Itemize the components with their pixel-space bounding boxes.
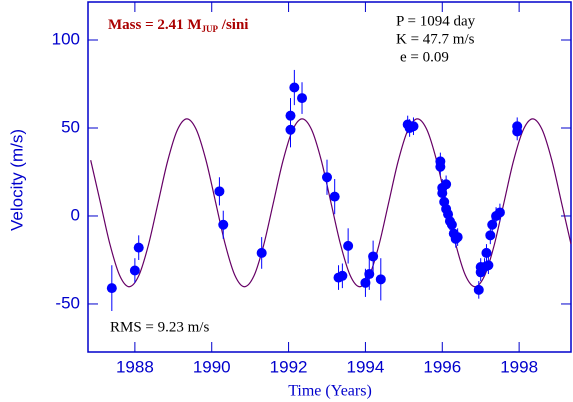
data-point: [329, 191, 340, 202]
data-point: [375, 274, 386, 285]
period-label: P = 1094 day: [396, 13, 476, 29]
x-tick-label: 1994: [347, 357, 385, 376]
data-point: [512, 126, 523, 137]
mass-suffix: /sini: [218, 17, 248, 33]
rms-label: RMS = 9.23 m/s: [110, 319, 209, 335]
data-point: [285, 124, 296, 135]
x-tick-label: 1988: [116, 357, 154, 376]
data-point: [494, 207, 505, 218]
data-point: [218, 219, 229, 230]
data-point: [106, 283, 117, 294]
y-axis-label: Velocity (m/s): [7, 129, 26, 231]
mass-subscript: JUP: [202, 24, 219, 34]
data-point: [473, 284, 484, 295]
data-point: [435, 161, 446, 172]
y-tick-label: 0: [71, 205, 80, 224]
data-point: [481, 247, 492, 258]
y-tick-label: 50: [61, 117, 80, 136]
data-point: [446, 219, 457, 230]
data-point: [452, 232, 463, 243]
x-tick-label: 1996: [423, 357, 461, 376]
data-point: [297, 93, 308, 104]
y-tick-label: -50: [55, 293, 80, 312]
plot-frame: [87, 1, 572, 353]
data-point: [485, 230, 496, 241]
data-point: [256, 247, 267, 258]
data-point: [487, 219, 498, 230]
data-point: [408, 121, 419, 132]
data-point: [214, 186, 225, 197]
data-point: [289, 82, 300, 93]
data-point: [368, 251, 379, 262]
mass-label: Mass = 2.41 MJUP /sini: [108, 17, 248, 34]
x-tick-label: 1990: [193, 357, 231, 376]
data-point: [364, 269, 375, 280]
data-point: [483, 260, 494, 271]
data-point: [360, 277, 371, 288]
x-axis-label: Time (Years): [288, 383, 372, 400]
amplitude-label: K = 47.7 m/s: [396, 31, 475, 47]
data-point: [437, 188, 448, 199]
x-tick-label: 1992: [270, 357, 308, 376]
data-point: [343, 240, 354, 251]
data-point: [337, 270, 348, 281]
eccentricity-label: e = 0.09: [400, 49, 449, 65]
data-point: [129, 265, 140, 276]
data-point: [133, 242, 144, 253]
y-tick-label: 100: [52, 29, 80, 48]
data-point: [322, 172, 333, 183]
x-tick-label: 1998: [500, 357, 538, 376]
fit-curve: [90, 118, 572, 288]
mass-text: Mass = 2.41 M: [108, 17, 202, 33]
data-point: [441, 179, 452, 190]
